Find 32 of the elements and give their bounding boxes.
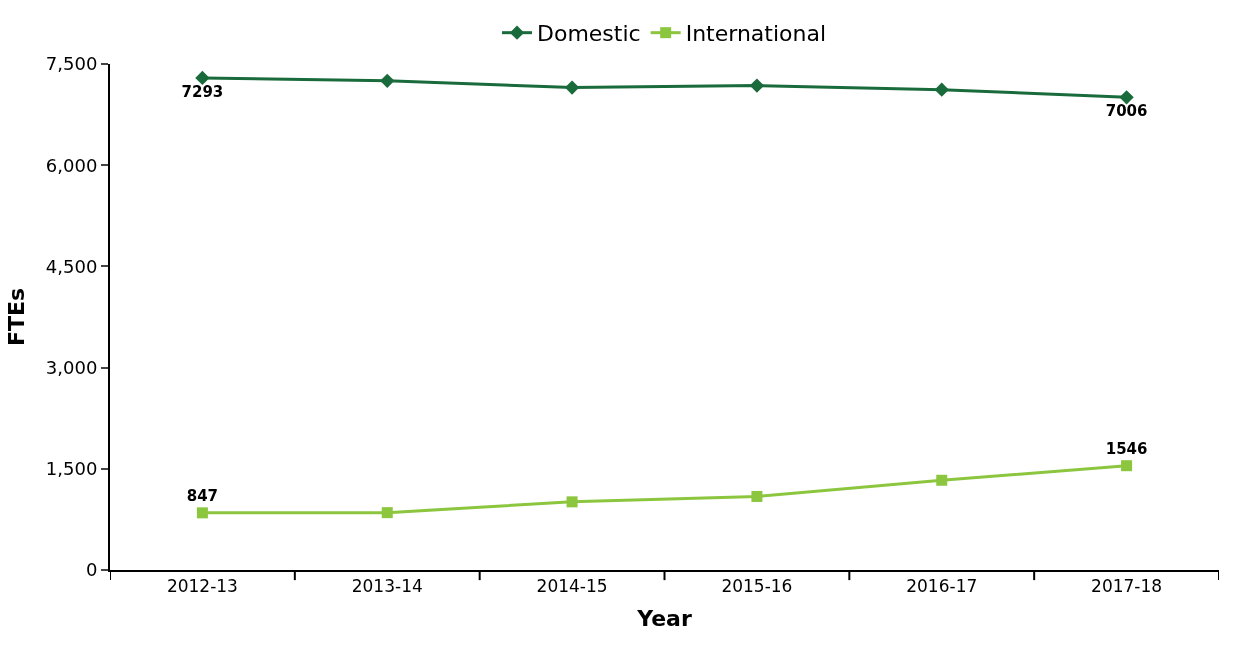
point: [381, 507, 393, 519]
point: [564, 80, 580, 95]
x-tick-label: 2012-13: [166, 576, 238, 597]
y-axis-title: FTEs: [4, 287, 30, 347]
legend-label: International: [685, 21, 827, 47]
point: [751, 490, 763, 502]
legend-label: Domestic: [537, 21, 641, 47]
x-tick-label: 2015-16: [721, 576, 793, 597]
data-label: 847: [186, 487, 219, 506]
data-label: 7006: [1105, 102, 1148, 121]
y-tick-label: 1,500: [45, 458, 98, 480]
point: [196, 507, 208, 519]
point: [380, 73, 395, 89]
point: [1119, 90, 1134, 105]
point: [566, 496, 578, 508]
data-label: 7293: [181, 83, 224, 102]
y-tick-label: 0: [85, 559, 98, 581]
point: [195, 70, 210, 86]
y-tick-label: 7,500: [45, 53, 98, 75]
point: [936, 474, 948, 486]
point: [1121, 460, 1133, 472]
data-label: 1546: [1105, 440, 1148, 459]
x-axis-title: Year: [636, 605, 692, 631]
y-tick-label: 4,500: [45, 255, 98, 277]
point: [749, 78, 765, 93]
x-tick-label: 2013-14: [351, 576, 423, 597]
x-tick-label: 2017-18: [1091, 576, 1163, 597]
y-tick-label: 6,000: [45, 154, 98, 176]
y-tick-label: 3,000: [45, 356, 98, 378]
x-tick-label: 2016-17: [906, 576, 978, 597]
point: [934, 82, 949, 97]
x-tick-label: 2014-15: [536, 576, 608, 597]
